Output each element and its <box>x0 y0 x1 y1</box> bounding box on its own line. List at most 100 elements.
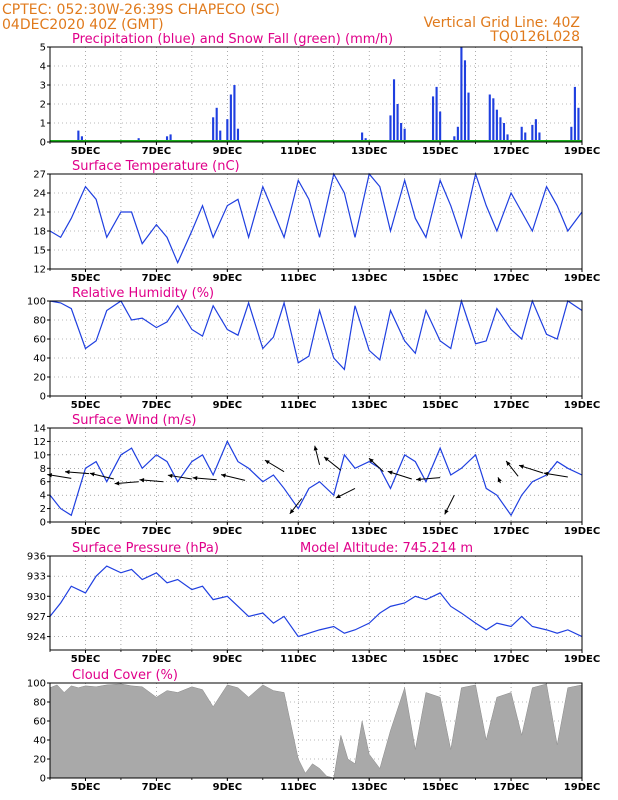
x-tick-label: 19DEC <box>564 146 600 157</box>
x-tick-label: 9DEC <box>213 782 242 793</box>
x-tick-label: 5DEC <box>71 654 100 665</box>
precip-bar <box>435 86 438 142</box>
panel-frame <box>49 555 583 651</box>
precip-bar <box>524 132 527 142</box>
y-tick-label: 80 <box>33 316 46 327</box>
header-run-code: TQ0126L028 <box>489 29 580 45</box>
y-tick-label: 4 <box>40 62 46 73</box>
panel-frame <box>49 173 583 270</box>
precip-bar <box>389 115 392 142</box>
x-tick-label: 7DEC <box>142 273 171 284</box>
precip-bar <box>577 107 580 142</box>
x-tick-label: 19DEC <box>564 273 600 284</box>
x-tick-label: 11DEC <box>280 146 316 157</box>
x-tick-label: 11DEC <box>280 400 316 411</box>
precip-bar <box>229 94 232 142</box>
x-tick-label: 15DEC <box>422 782 458 793</box>
x-tick-label: 7DEC <box>142 782 171 793</box>
x-tick-label: 9DEC <box>213 400 242 411</box>
y-tick-label: 14 <box>33 424 46 435</box>
precip-bar <box>570 126 573 142</box>
precip-bar <box>233 85 236 142</box>
y-tick-label: 2 <box>40 504 46 515</box>
wind-vector-head <box>221 473 226 478</box>
y-tick-label: 12 <box>33 437 46 448</box>
panel-wind: 0 2 4 6 8 10 12 14 Surface Wind (m/s) 5DEC 7DEC 9DE… <box>33 413 600 537</box>
x-tick-label: 7DEC <box>142 146 171 157</box>
wind-vector-head <box>65 469 70 475</box>
x-tick-label: 11DEC <box>280 526 316 537</box>
y-tick-label: 3 <box>40 81 46 92</box>
panel-temp: 12 15 18 21 24 27 Surface Temperature (nC) 5DEC… <box>33 159 600 284</box>
wind-vector-head <box>139 477 145 483</box>
x-tick-label: 17DEC <box>493 146 529 157</box>
wind-vector-head <box>543 471 549 477</box>
wind-series-line <box>49 440 583 517</box>
y-tick-label: 20 <box>33 373 46 384</box>
precip-bar <box>396 104 399 142</box>
wind-vector-head <box>313 445 318 451</box>
y-tick-label: 0 <box>40 774 46 785</box>
x-tick-label: 9DEC <box>213 273 242 284</box>
x-tick-label: 5DEC <box>71 146 100 157</box>
x-tick-label: 9DEC <box>213 526 242 537</box>
x-tick-label: 17DEC <box>493 400 529 411</box>
x-tick-label: 5DEC <box>71 400 100 411</box>
x-tick-label: 11DEC <box>280 273 316 284</box>
precip-bar <box>392 79 396 142</box>
wind-vector-head <box>114 481 120 486</box>
y-tick-label: 21 <box>33 208 46 219</box>
pres-series-line <box>49 565 583 638</box>
precip-bar <box>495 109 498 142</box>
wind-vector-head <box>167 473 173 479</box>
precip-bar <box>453 136 456 142</box>
wind-vector-head <box>264 460 270 465</box>
x-tick-label: 13DEC <box>351 782 387 793</box>
x-tick-label: 15DEC <box>422 146 458 157</box>
x-tick-label: 11DEC <box>280 782 316 793</box>
header-grid-note: Vertical Grid Line: 40Z <box>424 15 580 31</box>
x-tick-label: 19DEC <box>564 654 600 665</box>
y-tick-label: 0 <box>40 518 46 529</box>
precip-bar <box>531 124 534 142</box>
precip-bar <box>538 132 541 142</box>
precip-bar <box>400 123 403 142</box>
wind-vector-head <box>192 475 198 481</box>
y-tick-label: 936 <box>27 552 46 563</box>
precip-bar <box>236 128 240 142</box>
panel-title: Surface Wind (m/s) <box>72 413 196 428</box>
y-tick-label: 60 <box>33 717 46 728</box>
cloud-area <box>49 683 583 779</box>
temp-series-line <box>49 171 583 265</box>
precip-bar <box>573 86 576 142</box>
x-tick-label: 9DEC <box>213 146 242 157</box>
panel-title: Relative Humidity (%) <box>72 286 214 301</box>
x-tick-label: 11DEC <box>280 654 316 665</box>
x-tick-label: 5DEC <box>71 526 100 537</box>
wind-vector-head <box>335 494 341 499</box>
y-tick-label: 60 <box>33 335 46 346</box>
x-tick-label: 7DEC <box>142 526 171 537</box>
precip-bar <box>520 126 523 142</box>
x-tick-label: 13DEC <box>351 526 387 537</box>
panel-extra-label: Model Altitude: 745.214 m <box>300 541 473 556</box>
wind-vector-head <box>387 470 393 475</box>
precip-bar <box>439 111 442 142</box>
y-tick-label: 27 <box>33 170 46 181</box>
wind-vector-head <box>506 460 511 466</box>
wind-vector-head <box>324 456 329 462</box>
y-tick-label: 930 <box>27 592 46 603</box>
precip-bar <box>488 94 491 142</box>
panel-title: Precipitation (blue) and Snow Fall (gree… <box>72 32 393 47</box>
y-tick-label: 18 <box>33 227 46 238</box>
y-tick-label: 0 <box>40 392 46 403</box>
x-tick-label: 19DEC <box>564 782 600 793</box>
x-tick-label: 17DEC <box>493 654 529 665</box>
y-tick-label: 1 <box>40 119 46 130</box>
y-tick-label: 0 <box>40 138 46 149</box>
precip-bar <box>506 134 509 142</box>
x-tick-label: 15DEC <box>422 273 458 284</box>
panel-title: Cloud Cover (%) <box>72 668 178 683</box>
panel-frame <box>49 46 583 143</box>
